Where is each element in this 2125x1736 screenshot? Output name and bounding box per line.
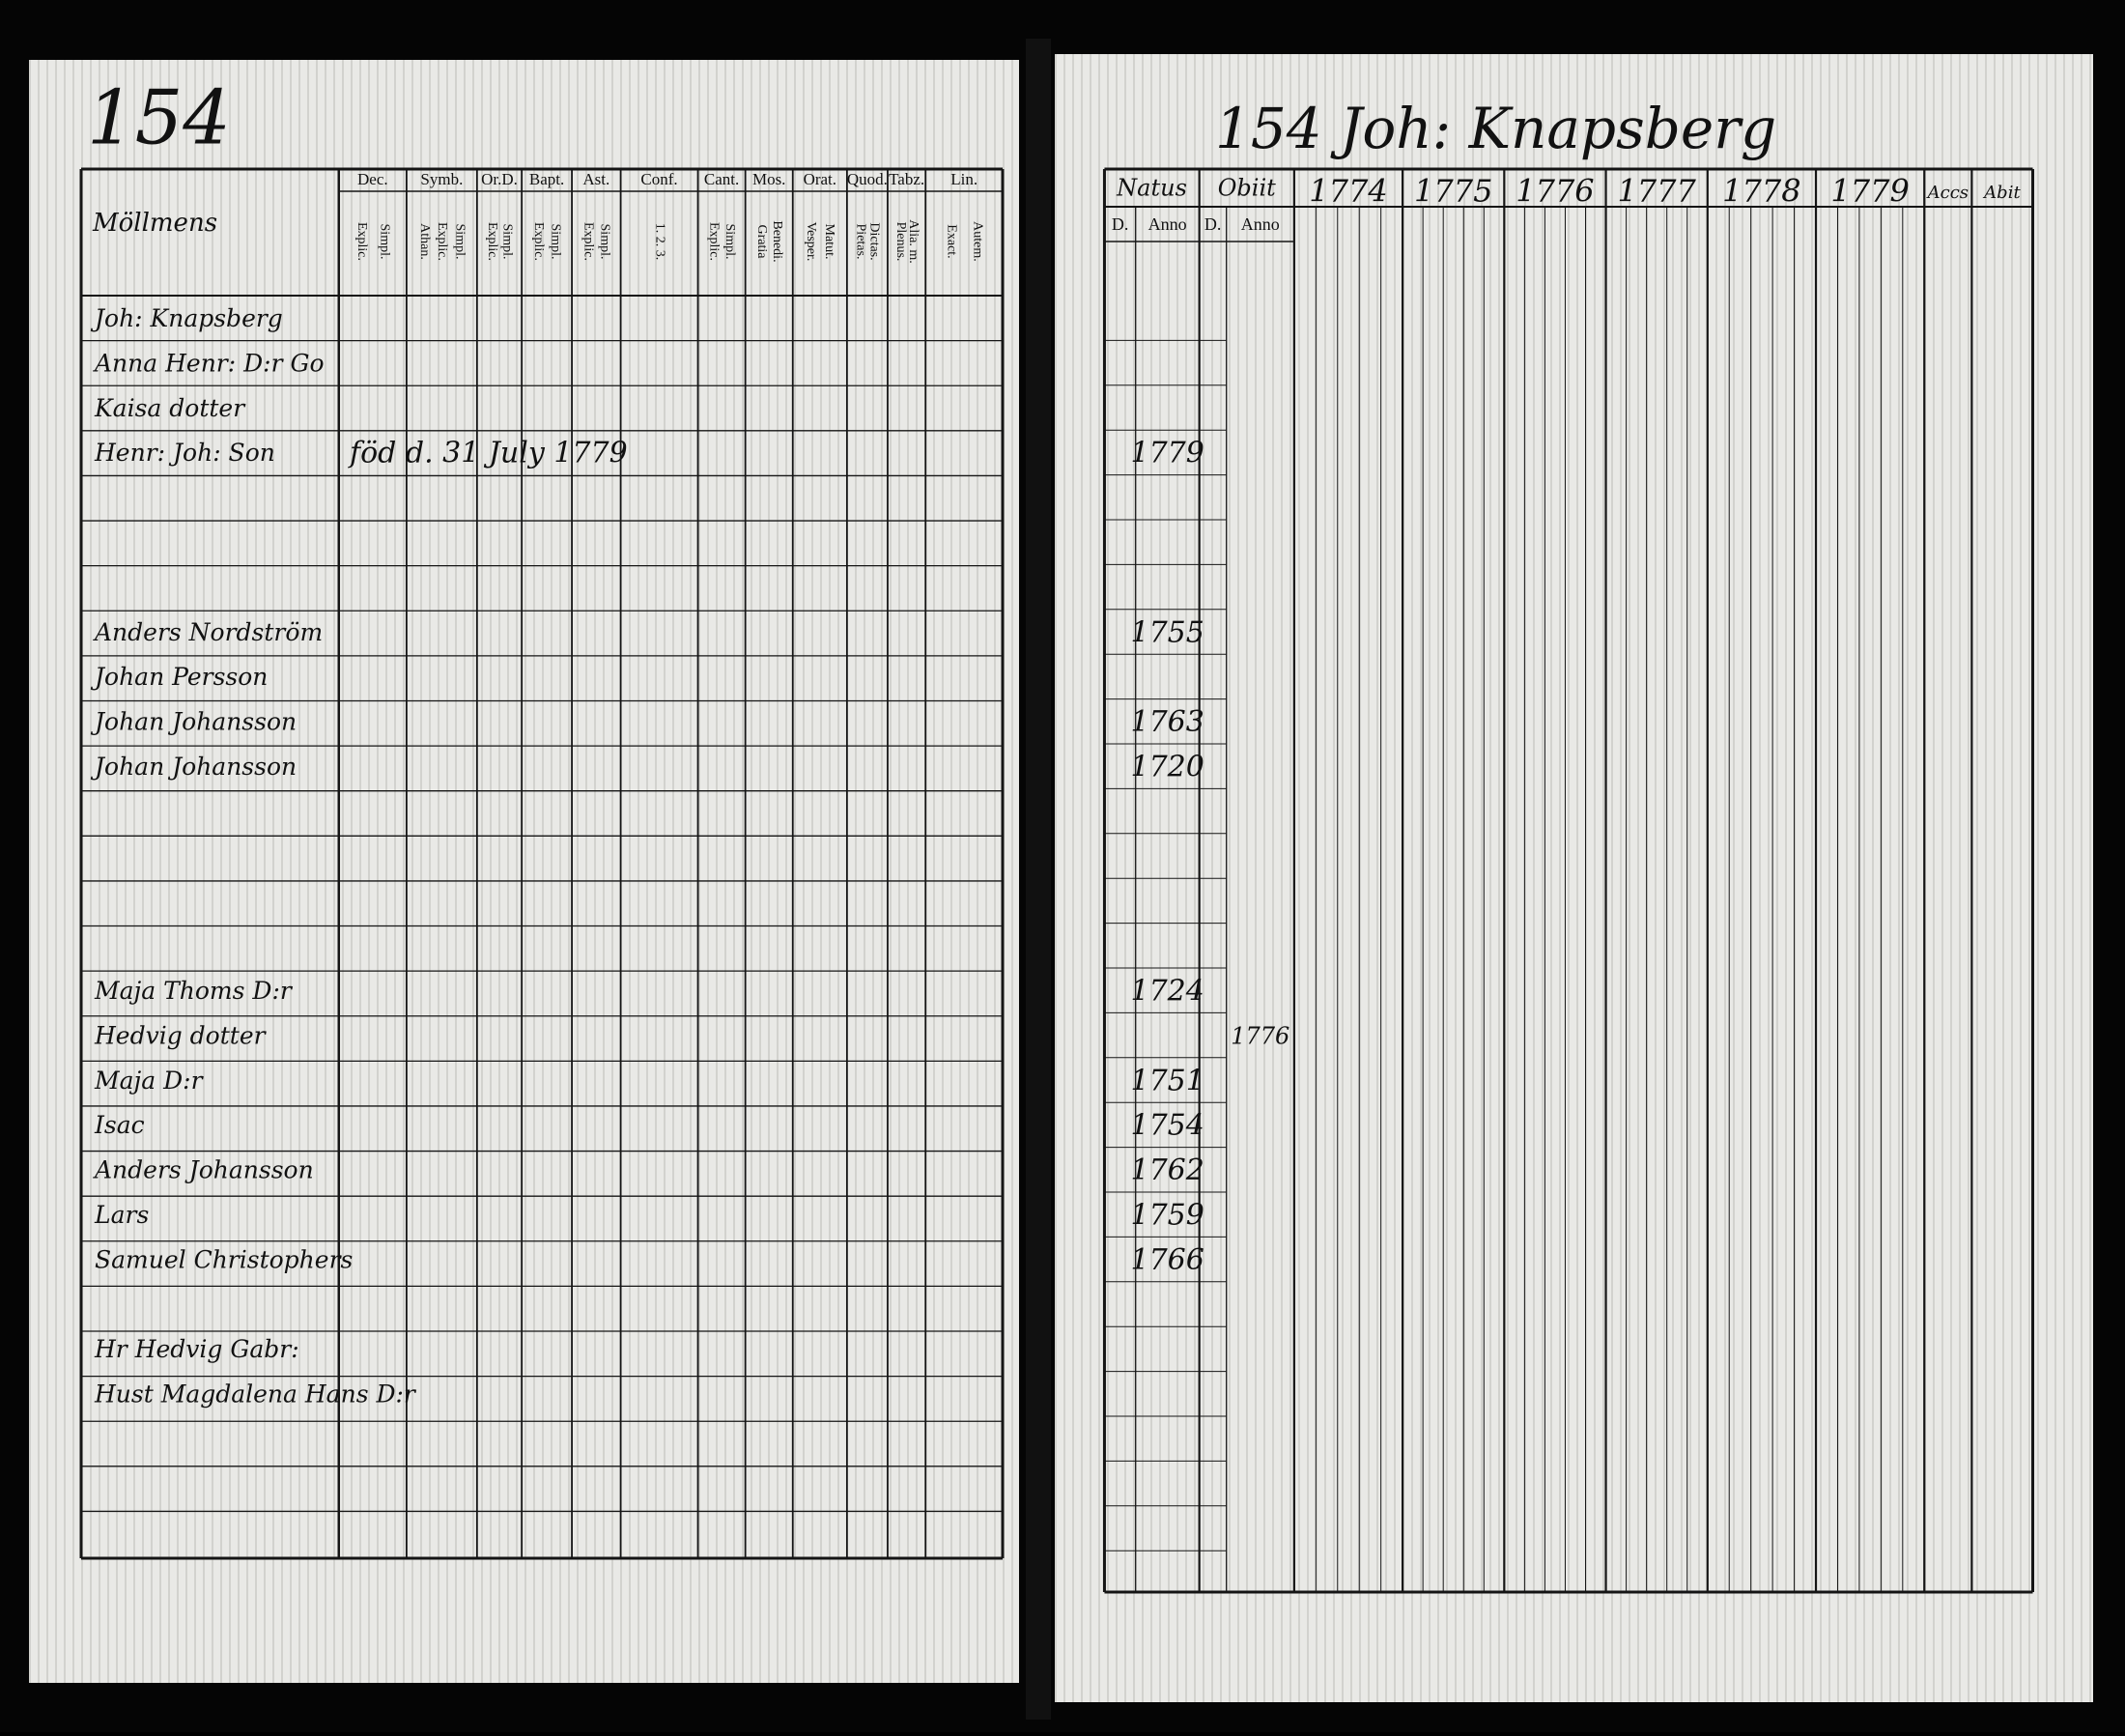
person-name: Kaisa dotter [94,394,246,422]
column-header: Bapt. [529,170,564,188]
column-header: Or.D. [481,170,518,188]
column-subheader: Anno [1241,214,1280,234]
column-subheader: Explic. [581,222,596,261]
column-subheader: Exact. [945,224,959,258]
column-header: Abit [1982,183,2021,203]
person-name: Anna Henr: D:r Go [93,349,325,377]
person-name: Anders Nordström [93,618,323,646]
death-year: 1776 [1231,1022,1289,1049]
person-name: Hust Magdalena Hans D:r [94,1380,417,1409]
column-subheader: Simpl. [549,224,563,260]
column-subheader: Explic. [531,222,546,261]
gutter [1026,39,1051,1720]
column-header: Quod. [847,170,888,188]
year-header: 1774 [1309,173,1387,210]
birth-year: 1766 [1131,1243,1204,1277]
column-subheader: Anno [1148,214,1187,234]
right-sheet [1055,54,2093,1702]
column-subheader: Simpl. [377,224,391,260]
year-header: 1775 [1414,173,1492,210]
column-subheader: Explic. [435,222,449,261]
column-header: Natus [1116,175,1187,202]
column-subheader: Dictas. [867,222,882,260]
column-subheader: Explic. [707,222,722,261]
column-header: Accs [1926,183,1969,203]
year-header: 1777 [1617,173,1696,210]
column-subheader: Vesper. [804,222,818,262]
column-subheader: Simpl. [722,224,737,260]
person-name: Henr: Joh: Son [94,439,275,467]
column-subheader: Matut. [822,224,836,260]
person-name: Hedvig dotter [94,1021,268,1049]
column-header: Obiit [1218,175,1276,202]
birth-year: 1763 [1131,705,1204,739]
column-subheader: Autem. [970,221,984,262]
person-name: Hr Hedvig Gabr: [94,1335,299,1363]
column-subheader: Benedi. [770,220,784,262]
page-number: 154 [87,75,231,162]
column-subheader: Explic. [485,222,499,261]
column-subheader: Explic. [354,222,369,261]
column-subheader: Plenus. [893,222,908,262]
left-sheet [29,60,1019,1683]
person-name: Joh: Knapsberg [90,304,283,332]
column-header: Lin. [950,170,978,188]
person-name: Johan Johansson [90,708,297,736]
birth-year: 1720 [1131,751,1204,784]
year-header: 1778 [1722,173,1800,210]
birth-year: 1754 [1131,1109,1204,1143]
column-header: Orat. [804,170,836,188]
birth-note: föd d. 31 July 1779 [348,437,628,470]
birth-year: 1755 [1131,615,1204,649]
column-subheader: Athan. [417,223,432,260]
column-subheader: 1. 2. 3. [652,223,666,261]
birth-year: 1724 [1131,975,1204,1009]
column-header: Symb. [420,170,463,188]
page-title: 154 Joh: Knapsberg [1215,96,1776,161]
person-name: Maja D:r [94,1067,205,1095]
year-header: 1779 [1830,173,1909,210]
column-subheader: D. [1204,214,1222,234]
person-name: Johan Johansson [90,753,297,781]
column-header: Conf. [640,170,677,188]
birth-year: 1779 [1131,437,1204,470]
column-subheader: D. [1112,214,1129,234]
birth-year: 1751 [1131,1064,1204,1097]
column-header: Dec. [357,170,388,188]
birth-year: 1762 [1131,1153,1204,1187]
person-name: Johan Persson [90,663,268,691]
column-subheader: Alia. m. [906,219,921,264]
column-header: Ast. [582,170,609,188]
column-subheader: Simpl. [452,224,467,260]
person-name: Lars [94,1201,149,1229]
column-subheader: Simpl. [598,224,612,260]
column-header: Cant. [704,170,739,188]
person-name: Maja Thoms D:r [94,977,294,1005]
column-subheader: Pietas. [854,224,868,260]
column-header: Mos. [752,170,785,188]
person-name: Anders Johansson [93,1156,314,1184]
year-header: 1776 [1516,173,1594,210]
person-name: Isac [94,1111,145,1139]
column-subheader: Simpl. [500,224,515,260]
person-name: Samuel Christophers [95,1245,353,1273]
column-header: Tabz. [889,170,924,188]
column-subheader: Gratia [754,225,769,260]
column-heading: Möllmens [92,209,217,238]
birth-year: 1759 [1131,1199,1204,1233]
